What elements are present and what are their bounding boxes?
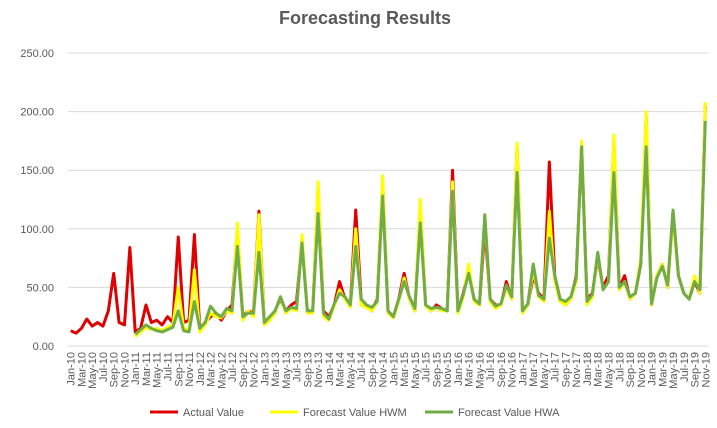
x-tick-label: Jan-14 [324, 352, 336, 386]
x-tick-label: Sep-10 [109, 352, 121, 387]
x-tick-label: Nov-11 [184, 352, 196, 387]
x-tick-label: Nov-18 [636, 352, 648, 387]
x-tick-label: Jul-15 [421, 352, 433, 382]
x-tick-label: Mar-14 [335, 352, 347, 387]
y-tick-label: 0.00 [33, 341, 54, 353]
x-tick-label: Sep-18 [625, 352, 637, 387]
y-tick-label: 200.00 [20, 107, 54, 119]
x-tick-label: Jan-13 [259, 352, 271, 386]
x-tick-label: Sep-14 [367, 352, 379, 387]
series-line [134, 120, 707, 336]
x-tick-label: May-15 [410, 352, 422, 389]
x-tick-label: Jul-16 [485, 352, 497, 382]
x-tick-label: Mar-12 [206, 352, 218, 387]
x-tick-label: Jul-14 [356, 352, 368, 382]
x-tick-label: Jan-15 [388, 352, 400, 386]
x-tick-label: Mar-17 [528, 352, 540, 387]
x-tick-label: Jan-19 [647, 352, 659, 386]
x-tick-label: Mar-16 [464, 352, 476, 387]
x-tick-label: Nov-19 [700, 352, 712, 387]
legend-label: Forecast Value HWM [303, 407, 407, 419]
x-tick-label: Sep-19 [690, 352, 702, 387]
y-tick-label: 150.00 [20, 165, 54, 177]
x-tick-label: May-17 [539, 352, 551, 389]
y-tick-label: 250.00 [20, 48, 54, 60]
x-tick-label: Nov-10 [119, 352, 131, 387]
x-tick-label: Sep-12 [238, 352, 250, 387]
x-tick-label: Nov-15 [442, 352, 454, 387]
x-tick-label: May-10 [87, 352, 99, 389]
x-tick-label: May-11 [152, 352, 164, 388]
series-line [134, 102, 707, 338]
x-tick-label: Jan-18 [582, 352, 594, 386]
x-tick-label: Jul-10 [98, 352, 110, 382]
x-tick-label: Jul-11 [162, 352, 174, 381]
x-tick-label: Jul-19 [679, 352, 691, 382]
legend-label: Forecast Value HWA [458, 407, 560, 419]
x-tick-label: Nov-12 [249, 352, 261, 387]
legend-label: Actual Value [183, 407, 244, 419]
x-tick-label: Jan-16 [453, 352, 465, 386]
x-tick-label: Sep-13 [302, 352, 314, 387]
x-tick-label: May-19 [668, 352, 680, 389]
x-tick-label: Mar-10 [76, 352, 88, 387]
x-tick-label: May-16 [474, 352, 486, 389]
x-tick-label: Mar-18 [593, 352, 605, 387]
x-tick-label: May-13 [281, 352, 293, 389]
x-tick-label: Jan-12 [195, 352, 207, 386]
x-tick-label: Jul-18 [614, 352, 626, 382]
chart-title: Forecasting Results [279, 8, 451, 28]
x-tick-label: Nov-17 [571, 352, 583, 387]
x-tick-label: Sep-16 [496, 352, 508, 387]
x-tick-label: May-12 [216, 352, 228, 389]
x-tick-label: Sep-17 [560, 352, 572, 387]
x-tick-label: May-14 [345, 352, 357, 389]
x-tick-label: May-18 [604, 352, 616, 389]
x-tick-label: Jan-11 [130, 352, 142, 385]
x-tick-label: Mar-15 [399, 352, 411, 387]
x-tick-label: Mar-11 [141, 352, 153, 386]
x-tick-label: Nov-16 [507, 352, 519, 387]
x-tick-label: Nov-13 [313, 352, 325, 387]
x-tick-label: Jan-17 [517, 352, 529, 386]
x-tick-label: Jul-13 [292, 352, 304, 382]
x-tick-label: Mar-13 [270, 352, 282, 387]
x-tick-label: Sep-15 [431, 352, 443, 387]
y-tick-label: 100.00 [20, 224, 54, 236]
y-tick-label: 50.00 [26, 282, 54, 294]
x-tick-label: Jul-12 [227, 352, 239, 382]
x-tick-label: Jan-10 [66, 352, 78, 386]
x-tick-label: Jul-17 [550, 352, 562, 382]
x-tick-label: Sep-11 [173, 352, 185, 387]
x-tick-label: Mar-19 [657, 352, 669, 387]
x-tick-label: Nov-14 [378, 352, 390, 387]
